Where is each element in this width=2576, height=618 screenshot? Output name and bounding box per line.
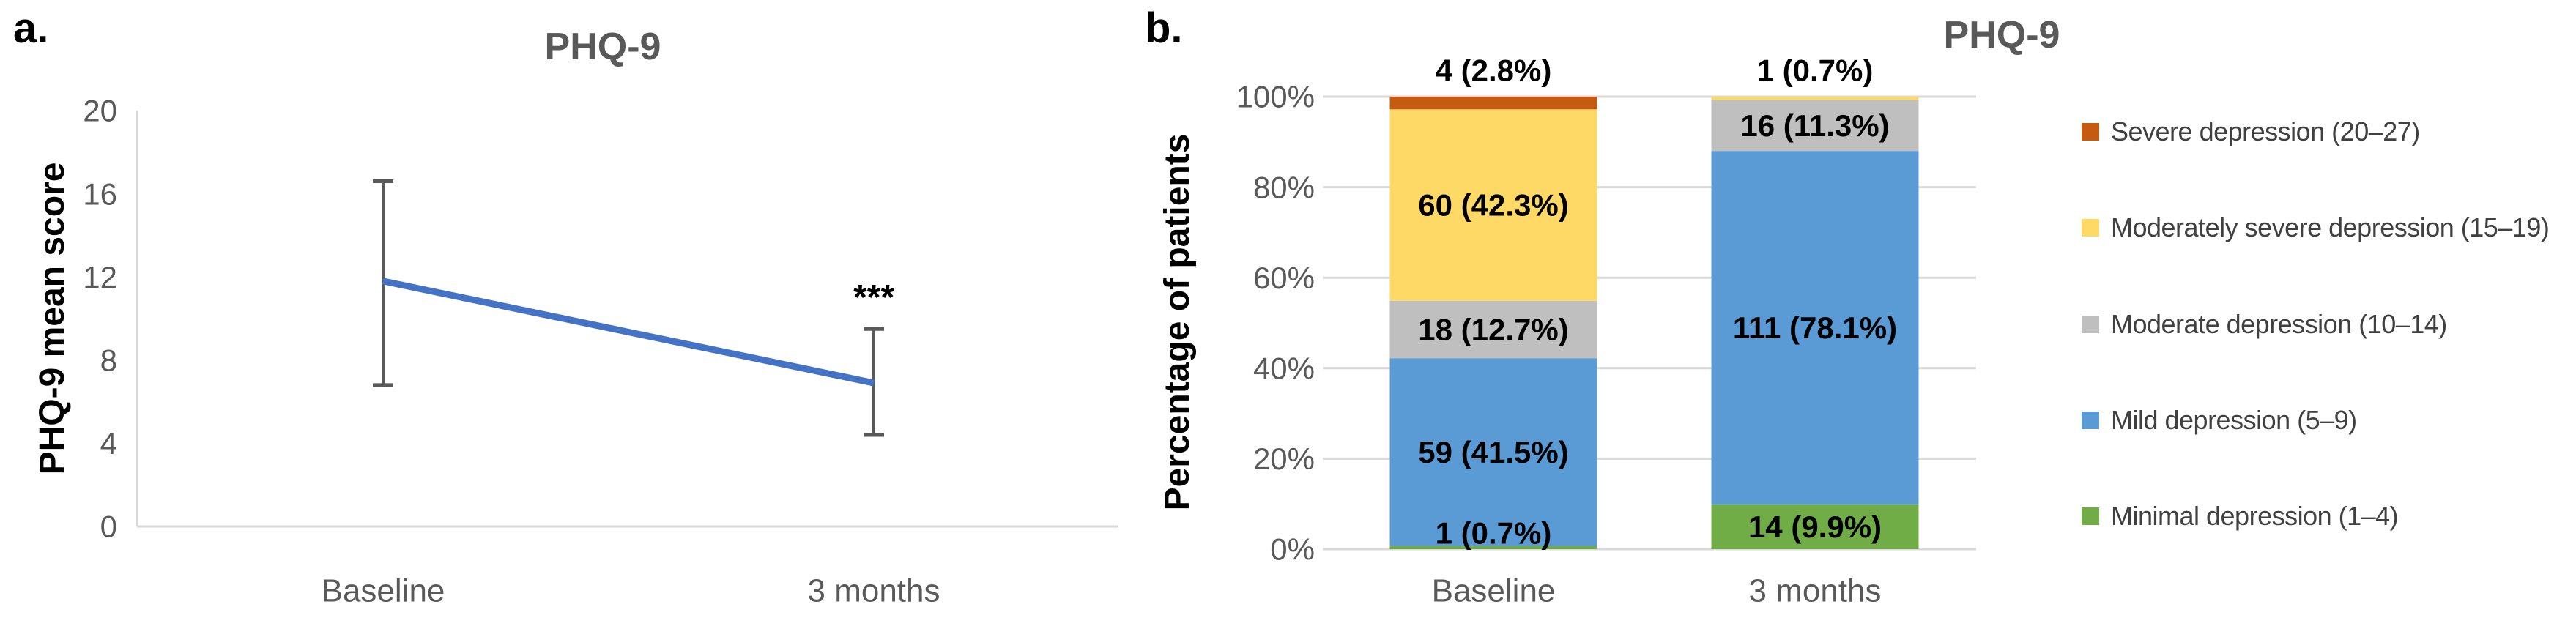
legend-item: Minimal depression (1–4) xyxy=(2082,499,2572,533)
bar-data-label: 16 (11.3%) xyxy=(1740,108,1889,143)
bar-data-label: 18 (12.7%) xyxy=(1418,313,1568,347)
y-tick-label: 12 xyxy=(83,260,117,294)
legend-swatch-icon xyxy=(2082,315,2099,333)
bar-segment xyxy=(1711,97,1919,100)
bar-segment xyxy=(1389,358,1597,546)
x-category-label: Baseline xyxy=(1432,573,1556,608)
legend-swatch-icon xyxy=(2082,507,2099,525)
legend-label: Severe depression (20–27) xyxy=(2111,116,2420,146)
bar-segment xyxy=(1389,300,1597,359)
y-tick-label: 16 xyxy=(83,176,117,211)
bar-data-label: 111 (78.1%) xyxy=(1733,310,1897,345)
y-tick-label: 8 xyxy=(100,343,117,378)
legend-item: Severe depression (20–27) xyxy=(2082,115,2572,149)
panel-b-letter: b. xyxy=(1145,4,1183,52)
significance-annotation: *** xyxy=(853,278,894,317)
legend-label: Moderately severe depression (15–19) xyxy=(2111,212,2550,243)
legend-swatch-icon xyxy=(2082,219,2099,237)
y-tick-label: 60% xyxy=(1253,261,1315,295)
bar-segment xyxy=(1711,151,1919,505)
bar-data-label: 14 (9.9%) xyxy=(1748,510,1882,544)
legend-item: Mild depression (5–9) xyxy=(2082,403,2572,437)
y-tick-label: 0% xyxy=(1270,532,1315,567)
y-tick-label: 20 xyxy=(83,94,117,128)
legend-item: Moderately severe depression (15–19) xyxy=(2082,211,2572,245)
y-tick-label: 80% xyxy=(1253,170,1315,204)
x-category-label: 3 months xyxy=(1749,573,1882,608)
legend-label: Mild depression (5–9) xyxy=(2111,404,2357,435)
legend-label: Minimal depression (1–4) xyxy=(2111,501,2399,531)
x-category-label: 3 months xyxy=(808,573,940,608)
panel-a-title: PHQ-9 xyxy=(544,26,661,68)
severity-legend: Severe depression (20–27) Moderately seve… xyxy=(2082,115,2572,533)
mean-score-line xyxy=(382,278,875,387)
panel-a-y-axis-title: PHQ-9 mean score xyxy=(33,162,72,475)
y-tick-label: 20% xyxy=(1253,442,1315,476)
y-tick-label: 100% xyxy=(1236,80,1315,114)
bar-data-label: 60 (42.3%) xyxy=(1418,188,1568,223)
bar-segment xyxy=(1711,504,1919,549)
panel-b-title: PHQ-9 xyxy=(1943,14,2060,56)
bar-data-label: 1 (0.7%) xyxy=(1757,53,1874,88)
bar-segment xyxy=(1389,109,1597,301)
x-category-label: Baseline xyxy=(322,573,445,608)
bar-segment xyxy=(1711,100,1919,152)
legend-swatch-icon xyxy=(2082,123,2099,141)
bar-data-label: 4 (2.8%) xyxy=(1436,53,1552,88)
bar-data-label: 1 (0.7%) xyxy=(1436,515,1552,550)
y-tick-label: 40% xyxy=(1253,351,1315,386)
panel-a-letter: a. xyxy=(13,4,49,52)
bar-segment xyxy=(1389,97,1597,110)
legend-swatch-icon xyxy=(2082,411,2099,429)
legend-label: Moderate depression (10–14) xyxy=(2111,308,2447,339)
y-tick-label: 0 xyxy=(100,510,117,544)
y-tick-label: 4 xyxy=(100,426,117,461)
bar-data-label: 59 (41.5%) xyxy=(1418,435,1568,469)
bar-segment xyxy=(1389,546,1597,549)
panel-b-y-axis-title: Percentage of patients xyxy=(1158,133,1197,511)
legend-item: Moderate depression (10–14) xyxy=(2082,308,2572,341)
